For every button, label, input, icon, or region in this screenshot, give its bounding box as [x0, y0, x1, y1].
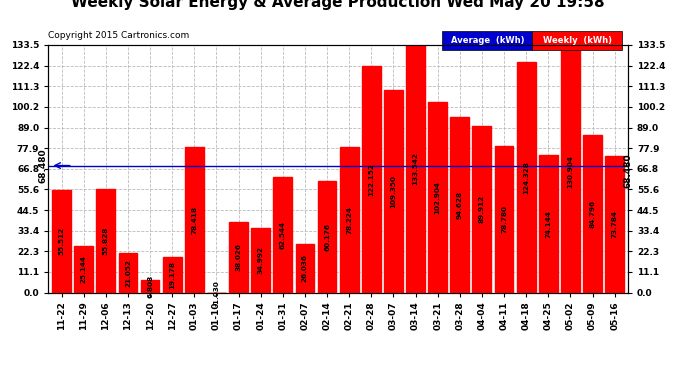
Bar [384, 90, 403, 292]
Text: 60.176: 60.176 [324, 223, 330, 251]
Text: 19.178: 19.178 [169, 261, 175, 289]
Text: 124.328: 124.328 [523, 161, 529, 194]
Bar [428, 102, 447, 292]
Text: 6.808: 6.808 [147, 274, 153, 298]
Bar [451, 117, 469, 292]
Bar [517, 62, 535, 292]
Text: 73.784: 73.784 [611, 210, 618, 238]
Bar [295, 244, 315, 292]
Bar [495, 147, 513, 292]
Text: 94.628: 94.628 [457, 191, 463, 219]
Text: 25.144: 25.144 [81, 255, 87, 283]
Text: 102.904: 102.904 [435, 181, 441, 213]
Text: 68.480: 68.480 [38, 148, 48, 183]
Bar [229, 222, 248, 292]
Text: Copyright 2015 Cartronics.com: Copyright 2015 Cartronics.com [48, 32, 190, 40]
Bar [97, 189, 115, 292]
Text: 78.418: 78.418 [191, 206, 197, 234]
Bar [52, 190, 71, 292]
Text: 133.542: 133.542 [413, 152, 419, 185]
Text: 68.480: 68.480 [623, 154, 633, 188]
Bar [362, 66, 381, 292]
Text: -1.030: -1.030 [213, 280, 219, 306]
Text: 21.052: 21.052 [125, 259, 131, 287]
Bar [605, 156, 624, 292]
Bar [561, 50, 580, 292]
Text: 62.544: 62.544 [279, 220, 286, 249]
FancyBboxPatch shape [532, 32, 622, 50]
Text: 130.904: 130.904 [567, 155, 573, 188]
Text: 34.992: 34.992 [257, 246, 264, 274]
Text: 26.036: 26.036 [302, 254, 308, 282]
Title: Weekly Solar Energy & Average Production Wed May 20 19:58: Weekly Solar Energy & Average Production… [71, 0, 605, 10]
Bar [339, 147, 359, 292]
Text: 55.828: 55.828 [103, 226, 109, 255]
Text: 89.912: 89.912 [479, 195, 485, 223]
Bar [317, 181, 337, 292]
Bar [163, 257, 181, 292]
Text: Average  (kWh): Average (kWh) [451, 36, 524, 45]
Text: 38.026: 38.026 [235, 243, 242, 271]
Text: 84.796: 84.796 [589, 200, 595, 228]
Bar [119, 254, 137, 292]
Bar [185, 147, 204, 292]
Text: 109.350: 109.350 [391, 175, 397, 208]
Bar [273, 177, 292, 292]
Bar [75, 246, 93, 292]
Text: Weekly  (kWh): Weekly (kWh) [543, 36, 612, 45]
Text: 122.152: 122.152 [368, 163, 374, 196]
FancyBboxPatch shape [442, 32, 532, 50]
Bar [207, 292, 226, 294]
Bar [583, 135, 602, 292]
Bar [539, 155, 558, 292]
Text: 78.780: 78.780 [501, 206, 507, 234]
Bar [406, 45, 425, 292]
Bar [141, 280, 159, 292]
Text: 74.144: 74.144 [545, 210, 551, 238]
Text: 78.224: 78.224 [346, 206, 352, 234]
Bar [473, 126, 491, 292]
Text: 55.512: 55.512 [59, 227, 65, 255]
Bar [251, 228, 270, 292]
